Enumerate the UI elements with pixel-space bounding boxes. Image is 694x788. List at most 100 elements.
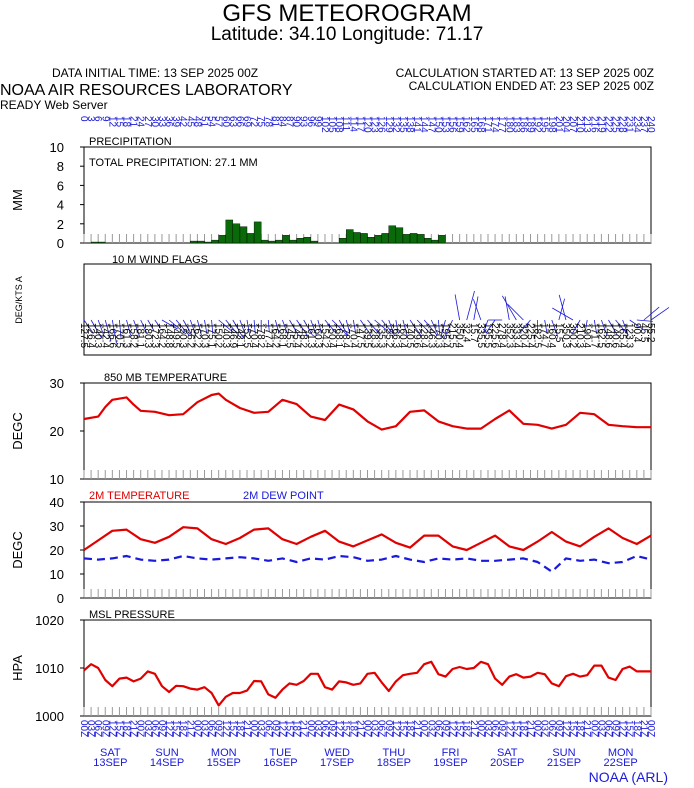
- wind-flag-label: 160.4: [397, 323, 408, 348]
- wind-flag: [317, 319, 322, 334]
- hour-label: 51: [198, 116, 209, 128]
- hour-label: 3: [85, 116, 96, 122]
- hour-label: 99: [312, 116, 323, 128]
- hour-label: 60: [220, 116, 231, 128]
- wind-flag-label: 190.4: [581, 323, 592, 348]
- bottom-hour-label: 03Z: [482, 720, 493, 737]
- bottom-hour-label: 06Z: [149, 720, 160, 737]
- wind-flag-label: 45.5: [638, 323, 649, 343]
- day-name: SUN: [552, 747, 575, 759]
- wind-flag: [274, 319, 280, 334]
- day-name: SAT: [497, 747, 518, 759]
- wind-flag-label: 278.4: [496, 323, 507, 348]
- precip-bar: [402, 234, 411, 244]
- bottom-hour-label: 18Z: [291, 720, 302, 737]
- wind-flag-label: 180.3: [142, 323, 153, 348]
- server-name: READY Web Server: [0, 98, 108, 112]
- precip-y-tick-label: 8: [57, 159, 64, 174]
- bottom-hour-label: 12Z: [220, 720, 231, 737]
- wind-flag: [650, 307, 670, 321]
- bottom-hour-label: 00Z: [532, 720, 543, 737]
- bottom-hour-label: 15Z: [284, 720, 295, 737]
- hour-label: 144: [418, 116, 429, 133]
- bottom-hour-label: 15Z: [227, 720, 238, 737]
- precip-title: PRECIPITATION: [89, 136, 172, 148]
- wind-flag: [501, 295, 517, 321]
- hour-label: 126: [376, 116, 387, 133]
- hour-label: 201: [553, 116, 564, 133]
- wind-flag: [282, 319, 289, 336]
- bottom-hour-label: 21Z: [241, 720, 252, 737]
- bottom-hour-label: 18Z: [461, 720, 472, 737]
- wind-flag: [443, 319, 453, 339]
- bottom-hour-label: 18Z: [631, 720, 642, 737]
- hour-label: 180: [503, 116, 514, 133]
- wind-flag-label: 215.5: [447, 323, 458, 348]
- wind-flag-label: 145.5: [284, 323, 295, 348]
- wind-flag: [246, 319, 251, 336]
- wind-flag-label: 128.4: [418, 323, 429, 348]
- wind-flag: [352, 319, 357, 334]
- bottom-hour-label: 09Z: [383, 720, 394, 737]
- bottom-hour-label: 06Z: [432, 720, 443, 737]
- bottom-hour-label: 06Z: [319, 720, 330, 737]
- t2m-y-tick-label: 20: [50, 543, 64, 558]
- wind-flag-label: 155.2: [383, 323, 394, 348]
- bottom-hour-label: 21Z: [525, 720, 536, 737]
- hour-label: 84: [276, 116, 287, 128]
- wind-flag-label: 333.4: [510, 323, 521, 348]
- t2m-y-tick-label: 0: [57, 591, 64, 606]
- wind-ylabel: DEG/KTS A: [14, 276, 24, 324]
- bottom-hour-label: 21Z: [184, 720, 195, 737]
- t850-y-tick-label: 10: [50, 472, 64, 487]
- wind-flag: [519, 319, 531, 333]
- bottom-hour-label: 06Z: [262, 720, 273, 737]
- wind-flag-label: 335.5: [475, 323, 486, 348]
- wind-flag-label: 181.1: [135, 323, 146, 348]
- wind-flag-label: 225.4: [525, 323, 536, 348]
- hour-label: 57: [213, 116, 224, 128]
- hour-label: 15: [113, 116, 124, 128]
- precip-bar: [296, 237, 304, 244]
- wind-flag: [423, 319, 438, 336]
- bottom-hour-label: 00Z: [588, 720, 599, 737]
- precip-bar: [338, 237, 347, 244]
- t2m-y-tick-label: 30: [50, 519, 64, 534]
- bottom-hour-label: 03Z: [312, 720, 323, 737]
- wind-flag: [338, 319, 349, 336]
- wind-flag-label: 126.4: [85, 323, 96, 348]
- bottom-hour-label: 18Z: [121, 720, 132, 737]
- wind-flag: [133, 319, 141, 338]
- bottom-hour-label: 12Z: [106, 720, 117, 737]
- pressure-ylabel: HPA: [10, 655, 25, 681]
- bottom-hour-label: 09Z: [553, 720, 564, 737]
- bottom-hour-label: 03Z: [255, 720, 266, 737]
- wind-flag: [360, 319, 372, 335]
- day-date: 19SEP: [433, 757, 467, 769]
- wind-flag-label: 160.3: [312, 323, 323, 348]
- wind-flag-label: 140.3: [220, 323, 231, 348]
- precip-bar: [360, 233, 368, 244]
- bottom-hour-label: 09Z: [99, 720, 110, 737]
- wind-flag: [544, 319, 548, 334]
- wind-flag-label: 146.9: [227, 323, 238, 348]
- pressure-y-tick-label: 1020: [35, 613, 64, 628]
- calc-started: CALCULATION STARTED AT: 13 SEP 2025 00Z: [395, 66, 654, 80]
- wind-flag-label: 175.1: [206, 323, 217, 348]
- precip-bar: [367, 237, 375, 244]
- wind-flag: [395, 319, 399, 334]
- wind-frame: [83, 263, 652, 356]
- hour-label: 162: [461, 116, 472, 133]
- t850-title: 850 MB TEMPERATURE: [104, 372, 227, 384]
- hour-label: 93: [298, 116, 309, 128]
- hour-label: 234: [631, 116, 642, 133]
- precip-bar: [275, 239, 283, 244]
- bottom-hour-label: 18Z: [517, 720, 528, 737]
- wind-flag-label: 143.1: [234, 323, 245, 348]
- wind-flag: [296, 319, 309, 337]
- hour-label: 213: [581, 116, 592, 133]
- bottom-hour-label: 12Z: [447, 720, 458, 737]
- wind-flag: [440, 319, 446, 338]
- precip-bar: [282, 235, 290, 244]
- bottom-hour-label: 06Z: [602, 720, 613, 737]
